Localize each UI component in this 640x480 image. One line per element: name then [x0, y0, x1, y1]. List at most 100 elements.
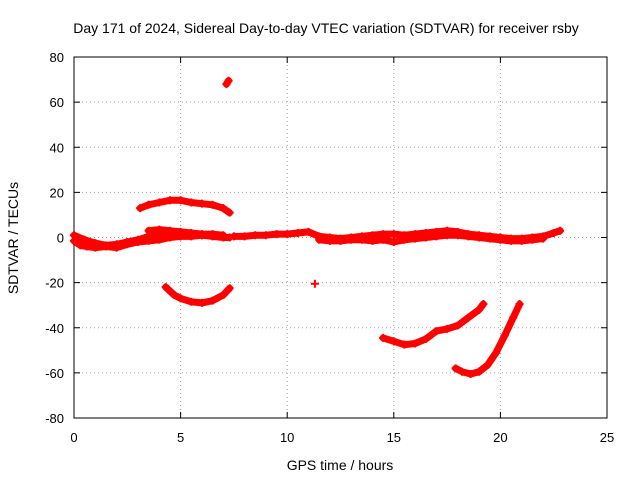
data-point [421, 335, 430, 344]
data-point [443, 231, 452, 240]
data-point [389, 337, 398, 346]
data-point [389, 230, 398, 239]
data-point [165, 196, 174, 205]
series-arc-lower [161, 283, 234, 307]
data-point [225, 284, 234, 293]
data-point [509, 313, 518, 322]
data-point [133, 235, 142, 244]
data-point [304, 227, 313, 236]
data-point [155, 198, 164, 207]
data-point [379, 333, 388, 342]
data-point [475, 305, 484, 314]
axis-ticks: 0 5 10 15 20 25 -80 -60 -40 -20 0 20 40 60 80 [45, 50, 614, 445]
data-point [123, 238, 132, 247]
data-point [400, 235, 409, 244]
data-point [225, 208, 234, 217]
y-axis-label: SDTVAR / TECUs [5, 182, 21, 294]
x-tick-label: 25 [600, 430, 614, 445]
data-point [432, 327, 441, 336]
data-point [80, 235, 89, 244]
data-point [464, 232, 473, 241]
data-point [492, 348, 501, 357]
y-tick-label: 40 [50, 140, 64, 155]
data-point [272, 230, 281, 239]
data-point [443, 324, 452, 333]
data-point [400, 340, 409, 349]
x-tick-label: 20 [493, 430, 507, 445]
y-tick-label: 0 [57, 231, 64, 246]
y-tick-label: 20 [50, 185, 64, 200]
data-point [293, 228, 302, 237]
data-point [485, 234, 494, 243]
y-tick-label: -80 [45, 411, 64, 426]
data-point [389, 238, 398, 247]
data-point [483, 360, 492, 369]
data-point [528, 235, 537, 244]
data-point [251, 231, 260, 240]
data-point [91, 239, 100, 248]
y-tick-label: -20 [45, 276, 64, 291]
data-point [240, 232, 249, 241]
data-point [187, 198, 196, 207]
data-point [336, 236, 345, 245]
y-tick-label: 60 [50, 95, 64, 110]
data-point [432, 232, 441, 241]
data-point [76, 241, 85, 250]
data-point [549, 228, 558, 237]
y-tick-label: 80 [50, 50, 64, 65]
x-axis-label: GPS time / hours [287, 457, 394, 473]
data-point [187, 297, 196, 306]
data-point [411, 234, 420, 243]
x-tick-label: 10 [280, 430, 294, 445]
data-point [155, 235, 164, 244]
data-point [208, 296, 217, 305]
data-point [411, 339, 420, 348]
data-point [219, 231, 228, 240]
data-point [176, 227, 185, 236]
data-point [208, 230, 217, 239]
data-point [464, 313, 473, 322]
data-point [500, 331, 509, 340]
data-point [197, 230, 206, 239]
data-point [451, 364, 460, 373]
data-point [197, 298, 206, 307]
data-point [176, 294, 185, 303]
data-point [507, 236, 516, 245]
data-point [208, 200, 217, 209]
data-point [325, 236, 334, 245]
y-tick-label: -60 [45, 366, 64, 381]
chart-title: Day 171 of 2024, Sidereal Day-to-day VTE… [73, 20, 579, 36]
data-point [458, 367, 467, 376]
data-point [315, 235, 324, 244]
data-point [136, 204, 145, 213]
data-point [165, 226, 174, 235]
data-point [421, 233, 430, 242]
series-outlier-mid [310, 279, 319, 288]
data-point [379, 235, 388, 244]
series-line [315, 231, 547, 246]
data-point [144, 226, 153, 235]
data-point [517, 236, 526, 245]
data-point [219, 204, 228, 213]
data-point [224, 76, 233, 85]
series-outlier-high [222, 76, 233, 89]
data-point [155, 225, 164, 234]
data-point [101, 241, 110, 250]
data-point [539, 234, 548, 243]
data-point [453, 231, 462, 240]
x-tick-label: 0 [70, 430, 77, 445]
series-line [379, 300, 487, 349]
data-point [479, 300, 488, 309]
data-point [187, 228, 196, 237]
data-point [556, 226, 565, 235]
data-point [453, 321, 462, 330]
data-point [197, 199, 206, 208]
data-point [261, 231, 270, 240]
y-tick-label: -40 [45, 321, 64, 336]
series-baseline-e [315, 231, 548, 247]
data-point [229, 232, 238, 241]
series-baseline-c [144, 225, 228, 240]
data-point [368, 236, 377, 245]
data-point [70, 231, 78, 240]
series-line [136, 196, 234, 217]
